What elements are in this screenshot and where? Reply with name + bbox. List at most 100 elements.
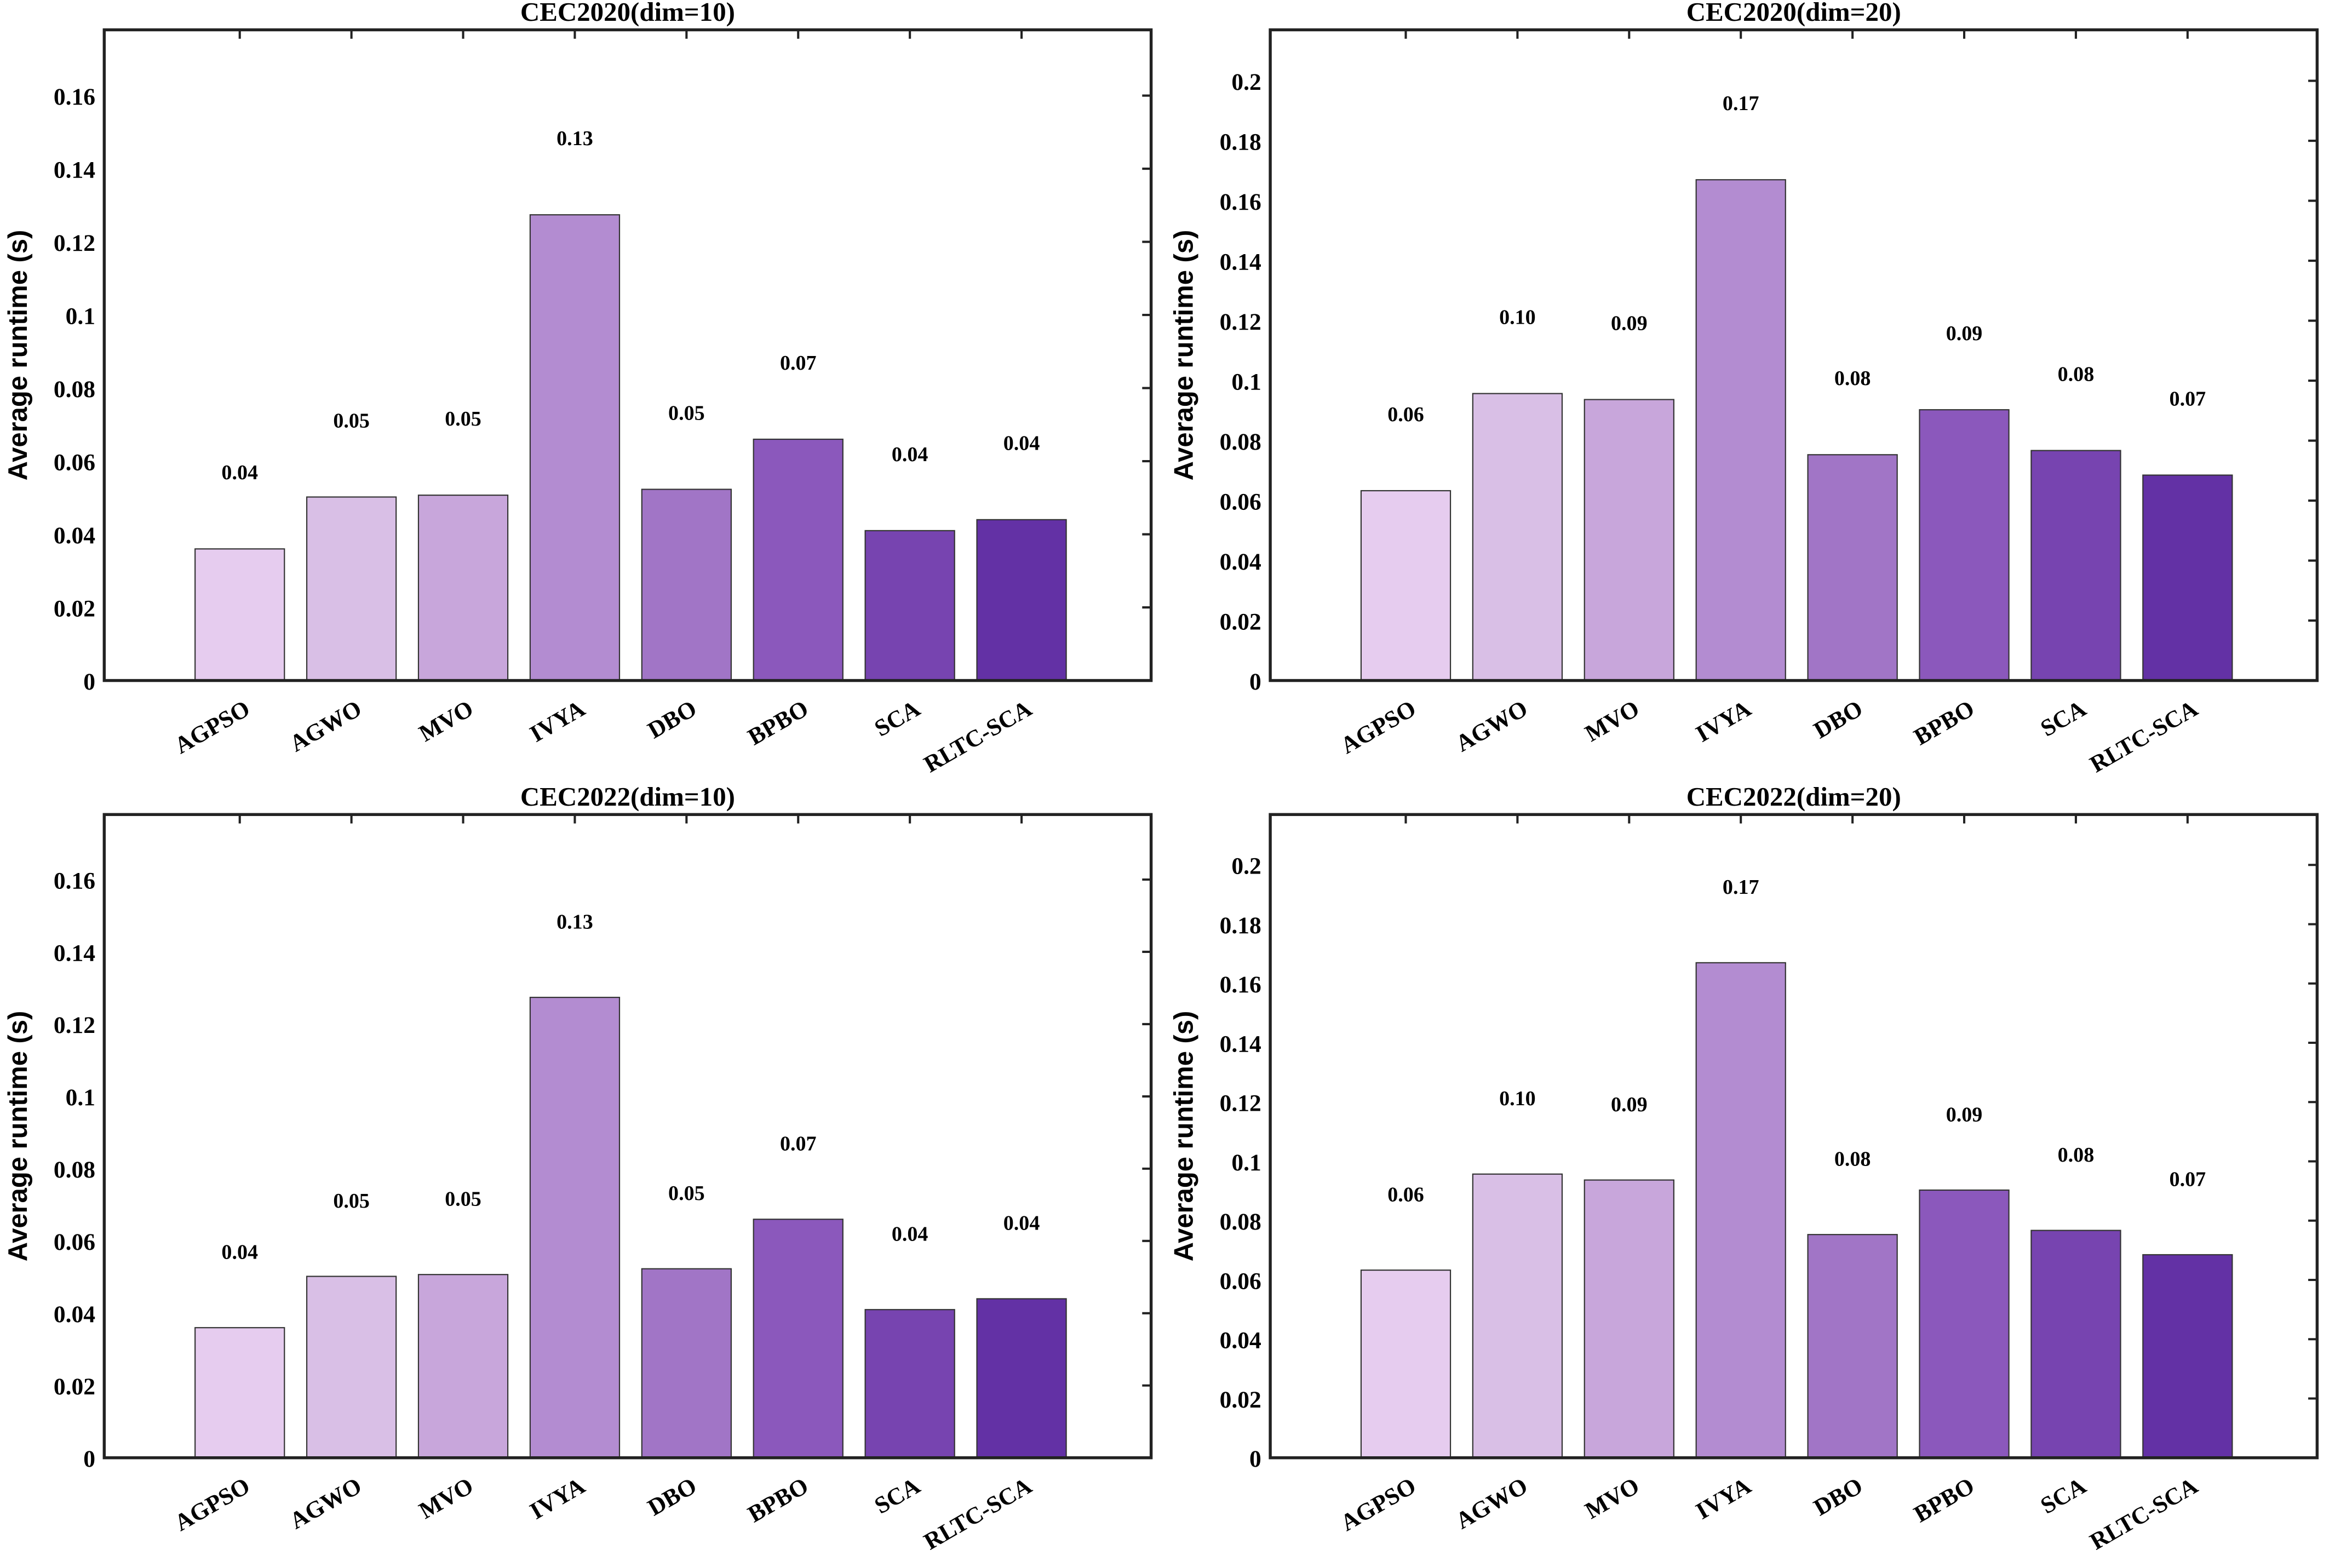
- x-tick-label: DBO: [1809, 695, 1867, 744]
- y-tick-label: 0.06: [54, 449, 95, 475]
- data-label: 0.04: [892, 443, 928, 466]
- y-tick-label: 0.1: [66, 1084, 95, 1111]
- axes-frame: [102, 28, 1153, 682]
- bar-agpso: [194, 1327, 285, 1458]
- x-tick-label: DBO: [1809, 1473, 1867, 1521]
- x-tick-label: DBO: [643, 695, 701, 744]
- y-tick-label: 0.14: [1220, 249, 1261, 275]
- bar-mvo: [417, 495, 509, 681]
- x-tick-label: BPBO: [743, 695, 813, 750]
- data-label: 0.09: [1611, 312, 1648, 335]
- x-tick-label: AGWO: [285, 695, 366, 757]
- y-tick-label: 0.08: [1220, 1209, 1261, 1235]
- bar-mvo: [1584, 399, 1674, 681]
- bar-bpbo: [753, 438, 844, 681]
- data-label: 0.04: [221, 461, 258, 484]
- data-label: 0.13: [557, 910, 593, 933]
- x-tick-label: SCA: [870, 695, 925, 742]
- x-tick-label: RLTC-SCA: [920, 695, 1037, 778]
- y-tick-label: 0.02: [54, 1374, 95, 1400]
- y-tick-label: 0.1: [1231, 1150, 1261, 1176]
- bar-sca: [864, 530, 955, 681]
- bar-bpbo: [1919, 1189, 2010, 1458]
- bar-bpbo: [1919, 409, 2010, 681]
- axes-frame: [102, 813, 1153, 1460]
- y-axis-label: Average runtime (s): [3, 230, 33, 481]
- y-tick-label: 0.08: [54, 376, 95, 403]
- bar-sca: [864, 1309, 955, 1458]
- x-tick-label: SCA: [2036, 695, 2091, 742]
- bar-ivya: [1695, 179, 1786, 681]
- data-label: 0.04: [892, 1223, 928, 1246]
- axes-frame: [1269, 28, 2319, 682]
- bar-agpso: [1360, 490, 1452, 681]
- data-label: 0.05: [445, 1188, 481, 1211]
- bar-mvo: [1584, 1179, 1674, 1458]
- bar-sca: [2030, 1230, 2121, 1458]
- x-tick-label: IVYA: [1691, 1472, 1755, 1524]
- x-tick-label: IVYA: [1691, 695, 1755, 747]
- y-axis-label: Average runtime (s): [1169, 230, 1199, 481]
- y-tick-label: 0.12: [1220, 309, 1261, 335]
- y-tick-label: 0.14: [54, 157, 95, 183]
- y-tick-label: 0.02: [1220, 608, 1261, 635]
- x-tick-label: MVO: [1581, 1473, 1644, 1524]
- x-tick-label: IVYA: [525, 695, 589, 747]
- y-tick-label: 0.02: [54, 595, 95, 622]
- data-label: 0.04: [1003, 1212, 1040, 1235]
- bar-agpso: [194, 548, 285, 681]
- y-tick-label: 0: [1249, 669, 1261, 695]
- data-label: 0.17: [1723, 92, 1759, 115]
- chart-panel: CEC2020(dim=10) Average runtime (s) 0.04 AG…: [3, 0, 1153, 778]
- data-label: 0.10: [1499, 1087, 1536, 1110]
- y-tick-label: 0.1: [1231, 369, 1261, 395]
- data-label: 0.04: [221, 1241, 258, 1264]
- y-tick-label: 0.04: [54, 1301, 95, 1328]
- y-tick-label: 0.12: [54, 230, 95, 256]
- x-tick-label: MVO: [415, 1473, 478, 1524]
- bar-bpbo: [753, 1219, 844, 1458]
- x-tick-label: RLTC-SCA: [920, 1472, 1037, 1555]
- data-label: 0.05: [333, 1190, 370, 1213]
- bar-dbo: [641, 489, 732, 681]
- data-label: 0.17: [1723, 876, 1759, 899]
- x-tick-label: AGPSO: [170, 695, 255, 759]
- bar-mvo: [417, 1274, 509, 1458]
- chart-panel: CEC2022(dim=10) Average runtime (s) 0.04 AG…: [3, 782, 1153, 1555]
- y-tick-label: 0.16: [54, 868, 95, 894]
- bar-dbo: [1807, 454, 1898, 681]
- y-tick-label: 0: [83, 1446, 95, 1472]
- bar-rltc-sca: [2142, 474, 2233, 681]
- y-tick-label: 0.16: [1220, 189, 1261, 215]
- x-tick-label: BPBO: [743, 1473, 813, 1528]
- data-label: 0.06: [1387, 403, 1424, 426]
- bar-dbo: [1807, 1234, 1898, 1458]
- data-label: 0.08: [2058, 1144, 2095, 1167]
- y-tick-label: 0.06: [1220, 1268, 1261, 1294]
- bar-rltc-sca: [976, 519, 1067, 681]
- x-tick-label: MVO: [415, 695, 478, 746]
- y-tick-label: 0.18: [1220, 912, 1261, 939]
- data-label: 0.05: [668, 401, 705, 424]
- y-tick-label: 0: [1249, 1446, 1261, 1472]
- y-tick-label: 0.14: [54, 940, 95, 966]
- x-tick-label: SCA: [870, 1472, 925, 1519]
- data-label: 0.09: [1946, 322, 1983, 345]
- y-tick-label: 0.2: [1231, 853, 1261, 880]
- y-tick-label: 0.16: [54, 84, 95, 110]
- data-label: 0.07: [780, 352, 817, 375]
- data-label: 0.05: [333, 409, 370, 432]
- y-tick-label: 0.14: [1220, 1031, 1261, 1057]
- bar-agwo: [306, 496, 397, 681]
- data-label: 0.08: [2058, 363, 2095, 386]
- data-label: 0.07: [2170, 1168, 2206, 1191]
- axes-frame: [1269, 813, 2319, 1460]
- y-tick-label: 0.04: [54, 522, 95, 549]
- bar-agpso: [1360, 1270, 1452, 1458]
- data-label: 0.08: [1834, 1148, 1871, 1171]
- x-tick-label: SCA: [2036, 1472, 2091, 1519]
- x-tick-label: AGWO: [1452, 695, 1532, 757]
- bar-agwo: [1472, 1173, 1563, 1458]
- data-label: 0.05: [668, 1182, 705, 1205]
